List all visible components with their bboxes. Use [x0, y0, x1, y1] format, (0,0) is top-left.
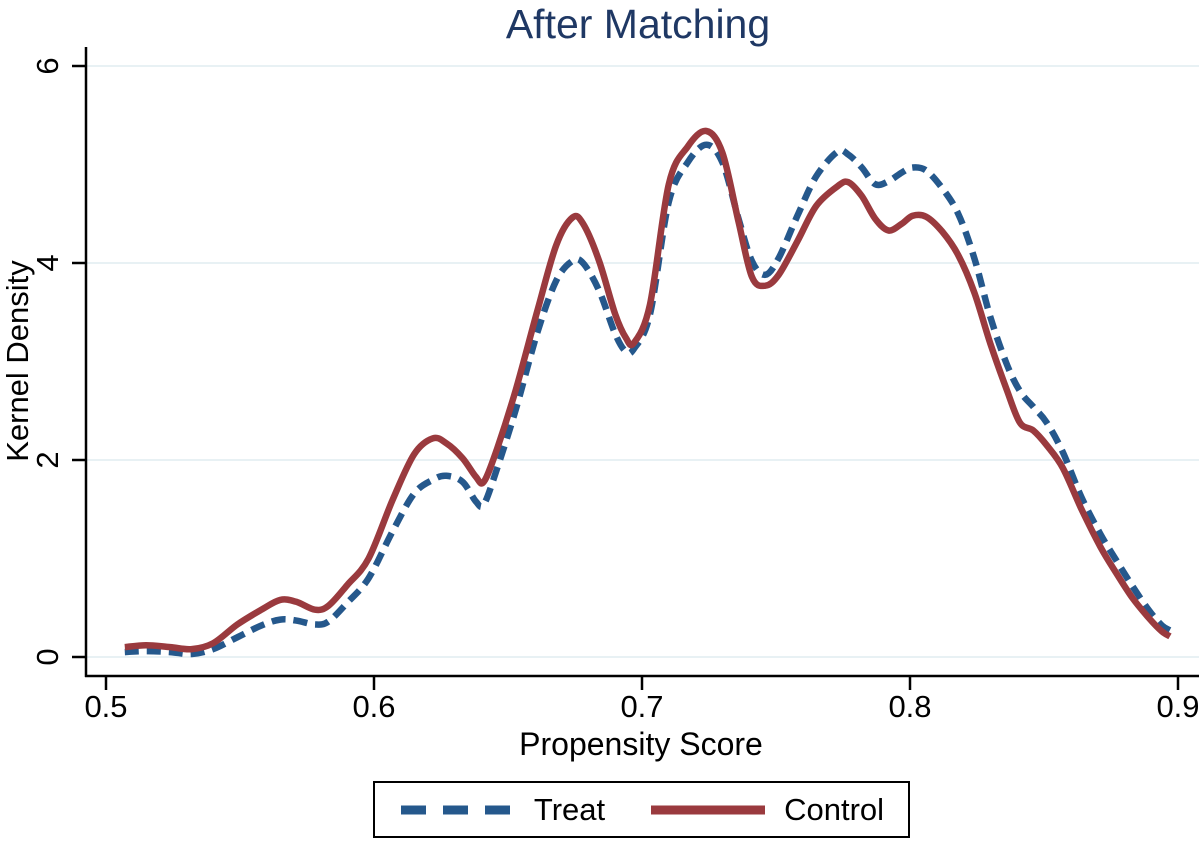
control-legend-sample: [649, 804, 767, 816]
chart-title: After Matching: [505, 1, 771, 47]
y-tick-label: 2: [30, 451, 65, 469]
legend: Treat Control: [373, 781, 910, 838]
treat-legend-line-icon: [400, 805, 515, 814]
x-tick-label: 0.9: [1156, 689, 1200, 724]
y-tick-label: 6: [30, 57, 65, 75]
treat-legend-sample: [399, 804, 517, 816]
y-tick-label: 0: [30, 648, 65, 666]
series-lines: [124, 127, 1172, 658]
y-tick-label: 4: [30, 254, 65, 272]
gridlines: [86, 65, 1199, 658]
x-tick-label: 0.8: [888, 689, 932, 724]
x-axis-title: Propensity Score: [519, 726, 763, 762]
control-curve: [124, 127, 1172, 653]
control-legend-line-icon: [651, 805, 766, 814]
x-tick-label: 0.6: [352, 689, 396, 724]
control-legend-label: Control: [784, 791, 885, 827]
x-tick-label: 0.7: [620, 689, 664, 724]
treat-legend-label: Treat: [533, 791, 606, 827]
axes: [72, 47, 1199, 690]
treat-curve: [124, 141, 1172, 658]
y-axis-title: Kernel Density: [0, 260, 35, 462]
x-tick-label: 0.5: [84, 689, 128, 724]
